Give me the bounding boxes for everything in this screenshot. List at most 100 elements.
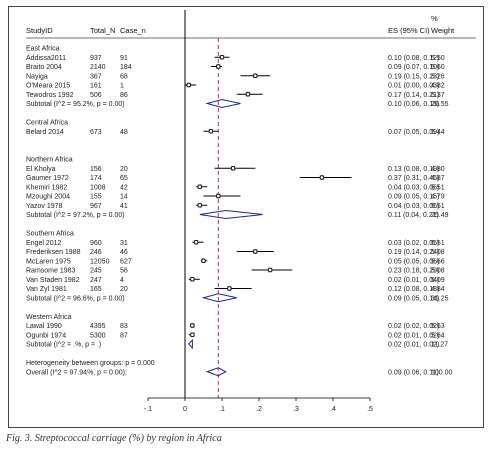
group-label: Central Africa (26, 120, 68, 127)
study-case-n: 41 (120, 203, 128, 210)
study-label: McLaren 1975 (26, 258, 71, 265)
study-total-n: 12050 (90, 258, 110, 265)
point-estimate (208, 128, 214, 134)
point-estimate (245, 91, 251, 97)
weight-value: 5.60 (431, 64, 445, 71)
effect-size-ci: 0.02 (0.01, 0.04) (388, 277, 439, 284)
study-label: Gaumer 1972 (26, 175, 69, 182)
weight-value: 5.63 (431, 323, 445, 330)
point-estimate (190, 332, 195, 338)
weight-value: 5.26 (431, 73, 445, 80)
study-total-n: 4395 (90, 323, 106, 330)
study-case-n: 65 (120, 175, 128, 182)
study-label: Belard 2014 (26, 129, 64, 136)
study-total-n: 174 (90, 175, 102, 182)
x-tick-label: 0 (183, 406, 187, 413)
forest-plot-frame (8, 6, 484, 428)
effect-size-ci: 0.01 (0.00, 0.03) (388, 83, 439, 90)
weight-value: 11.27 (431, 342, 448, 349)
effect-size-ci: 0.17 (0.14, 0.21) (388, 92, 439, 99)
study-label: Van Staden 1982 (26, 277, 80, 284)
x-tick-label: .1 (219, 406, 225, 413)
point-estimate (219, 55, 225, 60)
subtotal-diamond (201, 293, 237, 303)
study-total-n: 960 (90, 240, 102, 247)
study-total-n: 367 (90, 73, 102, 80)
study-total-n: 161 (90, 83, 102, 90)
point-estimate (319, 175, 325, 180)
study-label: Mzoughi 2004 (26, 194, 70, 201)
study-case-n: 83 (120, 323, 128, 330)
effect-size-ci: 0.19 (0.14, 0.24) (388, 249, 439, 256)
group-label: East Africa (26, 46, 60, 53)
effect-size-ci: 0.23 (0.18, 0.29) (388, 268, 439, 275)
group-label: Western Africa (26, 314, 71, 321)
effect-size-ci: 0.03 (0.02, 0.05) (388, 240, 439, 247)
weight-value: 5.08 (431, 249, 445, 256)
study-case-n: 48 (120, 129, 128, 136)
weight-value: 100.00 (431, 369, 453, 376)
x-tick-label: .3 (293, 406, 299, 413)
header-weight-percent: % (431, 14, 438, 23)
subtotal-label: Subtotal (I^2 = 96.6%, p = 0.00) (26, 295, 125, 302)
study-label: Khemiri 1982 (26, 184, 67, 191)
study-label: Ramsome 1983 (26, 268, 76, 275)
header-es-ci: ES (95% CI) (388, 26, 430, 35)
point-estimate (190, 323, 195, 328)
point-estimate (267, 267, 273, 273)
group-label: Northern Africa (26, 157, 73, 164)
weight-value: 25.49 (431, 212, 449, 219)
overall-label: Overall (I^2 = 97.94%, p = 0.00); (26, 369, 127, 376)
study-total-n: 246 (90, 249, 102, 256)
effect-size-ci: 0.02 (0.01, 0.02) (388, 342, 439, 349)
effect-size-ci: 0.04 (0.03, 0.06) (388, 203, 439, 210)
weight-value: 31.25 (431, 295, 449, 302)
effect-size-ci: 0.09 (0.06, 0.11) (388, 369, 439, 376)
header-total-n: Total_N (90, 26, 115, 35)
study-label: Tewodros 1992 (26, 92, 74, 99)
study-case-n: 4 (120, 277, 124, 284)
study-total-n: 245 (90, 268, 102, 275)
study-total-n: 155 (90, 194, 102, 201)
study-label: Addissa2011 (26, 55, 66, 62)
heterogeneity-note: Heterogeneity between groups: p = 0.000 (26, 360, 155, 367)
study-case-n: 68 (120, 73, 128, 80)
study-label: Frederiksen 1988 (26, 249, 81, 256)
header-study-id: StudyID (26, 26, 53, 35)
study-label: Van Zyl 1981 (26, 286, 67, 293)
weight-value: 5.51 (431, 184, 445, 191)
study-label: Lawal 1990 (26, 323, 62, 330)
point-estimate (253, 249, 258, 254)
weight-value: 4.87 (431, 175, 445, 182)
study-case-n: 46 (120, 249, 128, 256)
effect-size-ci: 0.07 (0.05, 0.09) (388, 129, 439, 136)
weight-value: 5.51 (431, 203, 445, 210)
study-case-n: 184 (120, 64, 132, 71)
point-estimate (190, 277, 195, 282)
effect-size-ci: 0.13 (0.08, 0.19) (388, 166, 439, 173)
study-total-n: 165 (90, 286, 102, 293)
study-case-n: 627 (120, 258, 132, 265)
point-estimate (197, 202, 203, 208)
study-total-n: 967 (90, 203, 102, 210)
study-case-n: 87 (120, 332, 128, 339)
study-label: Braito 2004 (26, 64, 62, 71)
study-total-n: 5300 (90, 332, 106, 339)
point-estimate (216, 64, 221, 69)
x-tick-label: .2 (256, 406, 262, 413)
study-total-n: 506 (90, 92, 102, 99)
figure-caption: Fig. 3. Streptococcal carriage (%) by re… (6, 433, 222, 444)
weight-value: 4.80 (431, 166, 445, 173)
study-label: El Kholya (26, 166, 56, 173)
weight-value: 5.51 (431, 240, 445, 247)
study-label: Ogunbi 1974 (26, 332, 66, 339)
weight-value: 26.55 (431, 101, 449, 108)
effect-size-ci: 0.05 (0.05, 0.06) (388, 258, 439, 265)
effect-size-ci: 0.10 (0.08, 0.12) (388, 55, 439, 62)
effect-size-ci: 0.11 (0.04, 0.21) (388, 212, 439, 219)
group-label: Southern Africa (26, 231, 74, 238)
effect-size-ci: 0.10 (0.06, 0.15) (388, 101, 439, 108)
study-label: Engel 2012 (26, 240, 62, 247)
effect-size-ci: 0.02 (0.01, 0.02) (388, 332, 439, 339)
weight-value: 5.37 (431, 92, 445, 99)
